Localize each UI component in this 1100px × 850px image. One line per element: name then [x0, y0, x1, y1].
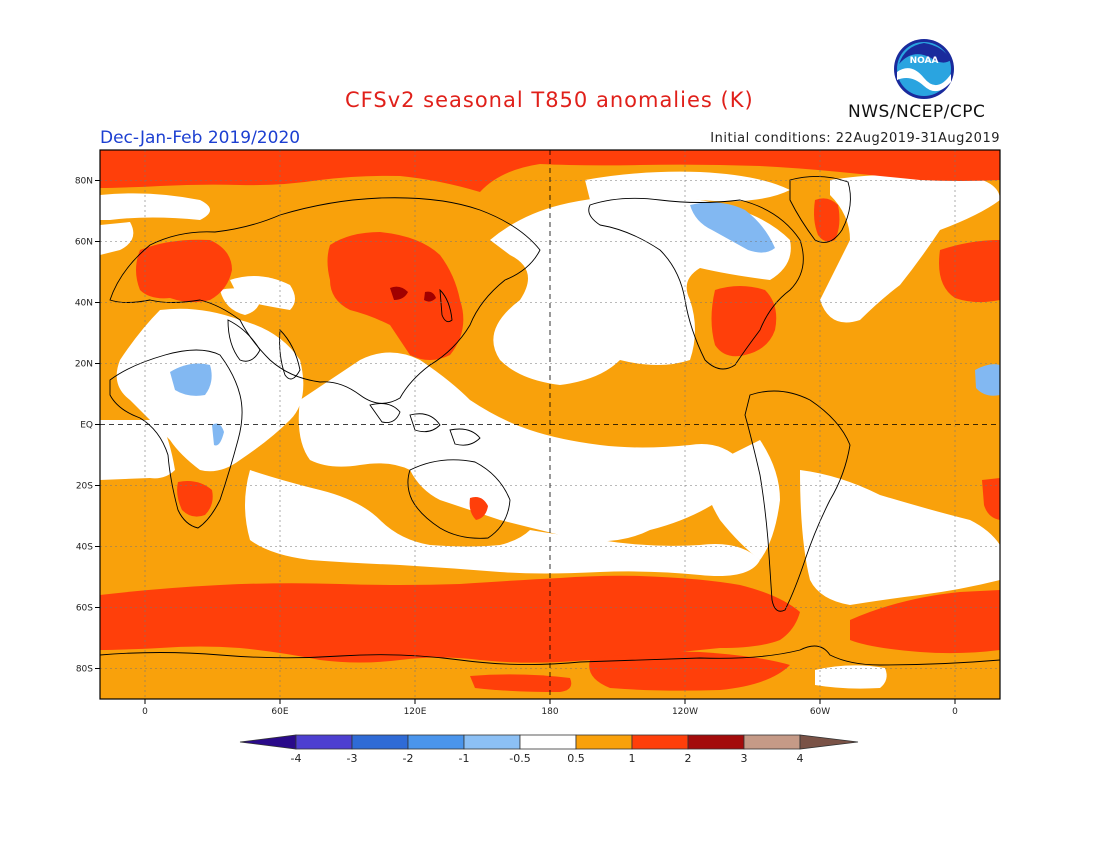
colorbar-label: 3 [741, 752, 748, 765]
lat-tick-label: 20S [76, 482, 93, 492]
reference-lines [100, 150, 1000, 699]
colorbar-label: -0.5 [509, 752, 530, 765]
colorbar-cell [575, 734, 633, 750]
lat-tick-label: 60S [76, 604, 93, 614]
lat-tick-label: 40N [75, 299, 93, 309]
lon-tick-label: 0 [142, 707, 148, 717]
latitude-labels: 80N 60N 40N 20N EQ 20S 40S 60S 80S [75, 177, 93, 675]
warm-3-regions [390, 286, 436, 302]
colorbar-cell [687, 734, 745, 750]
lon-tick-label: 180 [541, 707, 558, 717]
colorbar-cell [351, 734, 409, 750]
lat-tick-label: 80S [76, 665, 93, 675]
colorbar-cell-min [239, 734, 297, 750]
colorbar-label: 4 [797, 752, 804, 765]
neutral-regions [100, 171, 1000, 689]
colorbar-label: 0.5 [567, 752, 585, 765]
agency-label: NWS/NCEP/CPC [848, 102, 986, 122]
colorbar-label: -4 [291, 752, 302, 765]
lat-tick-label: 40S [76, 543, 93, 553]
lat-tick-label: 60N [75, 238, 93, 248]
colorbar-label: -1 [459, 752, 470, 765]
colorbar-label: 2 [685, 752, 692, 765]
lat-tick-label: 20N [75, 360, 93, 370]
colorbar-label: 1 [629, 752, 636, 765]
colorbar-cell [519, 734, 577, 750]
colorbar-cell [743, 734, 801, 750]
lon-tick-label: 0 [952, 707, 958, 717]
coastlines [100, 176, 1000, 666]
cool-1-regions [170, 202, 1000, 446]
noaa-logo-text: NOAA [910, 56, 939, 66]
lat-tick-label: 80N [75, 177, 93, 187]
noaa-logo-icon: NOAA [894, 39, 954, 99]
colorbar-cell [631, 734, 689, 750]
lon-tick-label: 60E [271, 707, 288, 717]
colorbar-cell [463, 734, 521, 750]
initial-conditions-label: Initial conditions: 22Aug2019-31Aug2019 [710, 131, 1000, 146]
colorbar-cell [407, 734, 465, 750]
lon-tick-label: 120W [672, 707, 698, 717]
colorbar-label: -2 [403, 752, 414, 765]
colorbar-cell-max [799, 734, 859, 750]
lon-tick-label: 120E [404, 707, 427, 717]
lon-tick-label: 60W [810, 707, 830, 717]
colorbar-label: -3 [347, 752, 358, 765]
colorbar-cell [295, 734, 353, 750]
season-label: Dec-Jan-Feb 2019/2020 [100, 128, 301, 148]
longitude-labels: 0 60E 120E 180 120W 60W 0 [142, 707, 958, 717]
lat-tick-label: EQ [80, 421, 93, 431]
axis-ticks [95, 180, 956, 704]
